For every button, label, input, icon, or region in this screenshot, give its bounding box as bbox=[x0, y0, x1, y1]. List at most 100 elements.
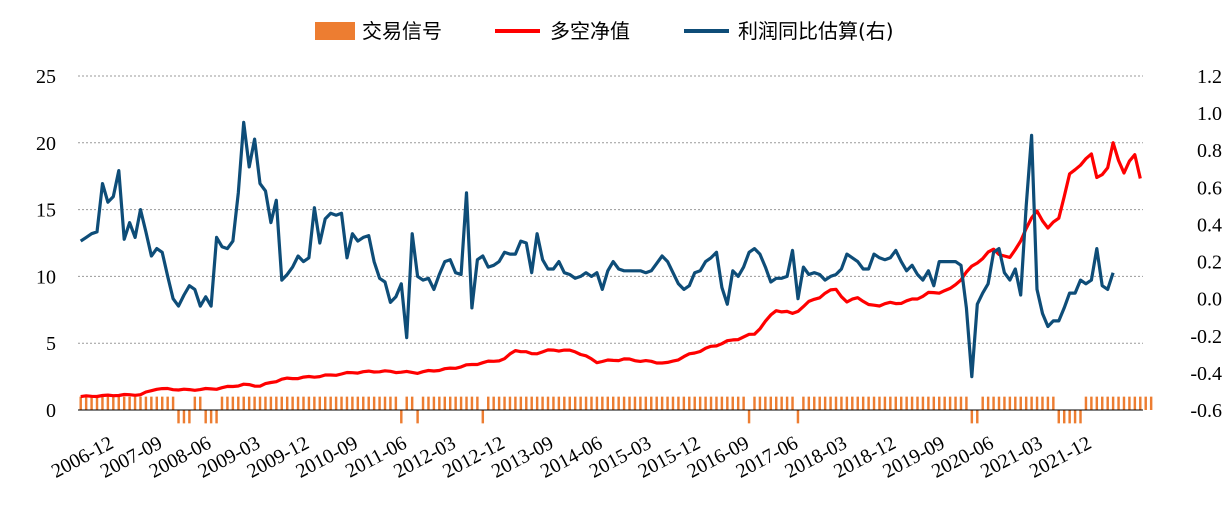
signal-bar bbox=[242, 396, 245, 410]
signal-bar bbox=[492, 396, 495, 410]
signal-bar bbox=[986, 396, 990, 410]
signal-bar bbox=[932, 396, 936, 410]
signal-bar bbox=[106, 396, 110, 410]
signal-bar bbox=[302, 396, 305, 410]
signal-bar bbox=[378, 396, 381, 410]
signal-bar bbox=[1035, 396, 1039, 410]
x-axis-ticks: 2006-122007-092008-062009-032009-122010-… bbox=[48, 432, 1095, 483]
signal-bar bbox=[372, 396, 376, 410]
signal-bar bbox=[247, 396, 251, 410]
signal-bar bbox=[840, 396, 843, 410]
signal-bar bbox=[334, 396, 338, 410]
signal-bar bbox=[318, 396, 322, 410]
profit-series bbox=[79, 120, 1115, 379]
signal-bar bbox=[209, 410, 213, 424]
signal-bar bbox=[133, 396, 137, 410]
signal-bar bbox=[889, 396, 892, 410]
signal-bar bbox=[1052, 396, 1055, 410]
signal-bar bbox=[568, 396, 571, 410]
signal-bar bbox=[340, 396, 343, 410]
signal-bar bbox=[970, 410, 974, 424]
signal-bar bbox=[231, 396, 235, 410]
signal-bar bbox=[1008, 396, 1012, 410]
legend-signal-swatch bbox=[315, 22, 355, 40]
signal-bar bbox=[362, 396, 365, 410]
signal-bar bbox=[220, 396, 224, 410]
signal-bar bbox=[204, 410, 207, 424]
signal-bar bbox=[1106, 396, 1109, 410]
signal-bar bbox=[965, 396, 968, 410]
signal-bar bbox=[769, 396, 773, 410]
signal-bar bbox=[693, 396, 696, 410]
left-tick-label: 10 bbox=[36, 266, 56, 288]
signal-bar bbox=[943, 396, 946, 410]
right-axis-ticks: -0.6 -0.4 -0.2 0.0 0.2 0.4 0.6 0.8 1.0 1.2 bbox=[1190, 66, 1222, 422]
signal-bar bbox=[1024, 396, 1028, 410]
signal-bar bbox=[470, 396, 474, 410]
signal-bar bbox=[726, 396, 729, 410]
signal-bar bbox=[813, 396, 816, 410]
signal-bar bbox=[481, 410, 485, 424]
signal-bar bbox=[617, 396, 620, 410]
signal-bar bbox=[747, 410, 751, 424]
signal-bar bbox=[280, 396, 283, 410]
signal-bar bbox=[351, 396, 354, 410]
right-tick-label: 1.0 bbox=[1197, 103, 1222, 125]
left-axis-ticks: 0 5 10 15 20 25 bbox=[36, 66, 56, 422]
signal-bar bbox=[682, 396, 686, 410]
signal-bar bbox=[1117, 396, 1120, 410]
signal-bar bbox=[1101, 396, 1104, 410]
signal-bar bbox=[1057, 410, 1061, 424]
signal-bar bbox=[557, 396, 561, 410]
signal-bar bbox=[851, 396, 854, 410]
signal-bar bbox=[709, 396, 713, 410]
signal-bar bbox=[454, 396, 457, 410]
signal-bar bbox=[916, 396, 919, 410]
signal-bar bbox=[704, 396, 707, 410]
signal-bar bbox=[552, 396, 555, 410]
signal-bar bbox=[400, 410, 403, 424]
signal-bar bbox=[715, 396, 718, 410]
signal-bar bbox=[215, 410, 218, 424]
signal-bar bbox=[546, 396, 550, 410]
signal-bar bbox=[313, 396, 316, 410]
right-tick-label: 0.0 bbox=[1197, 289, 1222, 311]
signal-bar bbox=[405, 396, 408, 410]
signal-bar bbox=[677, 396, 680, 410]
signal-bar bbox=[535, 396, 539, 410]
signal-bar bbox=[356, 396, 360, 410]
signal-bar bbox=[899, 396, 903, 410]
signal-bar bbox=[329, 396, 332, 410]
left-tick-label: 20 bbox=[36, 133, 56, 155]
signal-bar bbox=[921, 396, 925, 410]
signal-bar bbox=[753, 396, 756, 410]
signal-bar bbox=[1030, 396, 1033, 410]
signal-bar bbox=[845, 396, 849, 410]
signal-bar bbox=[981, 396, 984, 410]
signal-bar bbox=[883, 396, 887, 410]
signal-bar bbox=[742, 396, 745, 410]
signal-bar bbox=[1133, 396, 1137, 410]
signal-bar bbox=[465, 396, 468, 410]
signal-bars bbox=[79, 396, 1153, 424]
signal-bar bbox=[775, 396, 778, 410]
signal-bar bbox=[112, 396, 115, 410]
signal-bar bbox=[927, 396, 930, 410]
signal-bar bbox=[432, 396, 436, 410]
signal-bar bbox=[1068, 410, 1071, 424]
signal-bar bbox=[421, 396, 425, 410]
signal-bar bbox=[383, 396, 387, 410]
signal-bar bbox=[155, 396, 159, 410]
signal-bar bbox=[1122, 396, 1126, 410]
signal-bar bbox=[285, 396, 289, 410]
signal-bar bbox=[448, 396, 452, 410]
signal-bar bbox=[514, 396, 517, 410]
signal-bar bbox=[633, 396, 637, 410]
signal-bar bbox=[503, 396, 506, 410]
signal-bar bbox=[1003, 396, 1006, 410]
signal-bar bbox=[199, 396, 202, 410]
signal-bar bbox=[731, 396, 734, 410]
signal-bar bbox=[894, 396, 897, 410]
signal-bar bbox=[650, 396, 653, 410]
